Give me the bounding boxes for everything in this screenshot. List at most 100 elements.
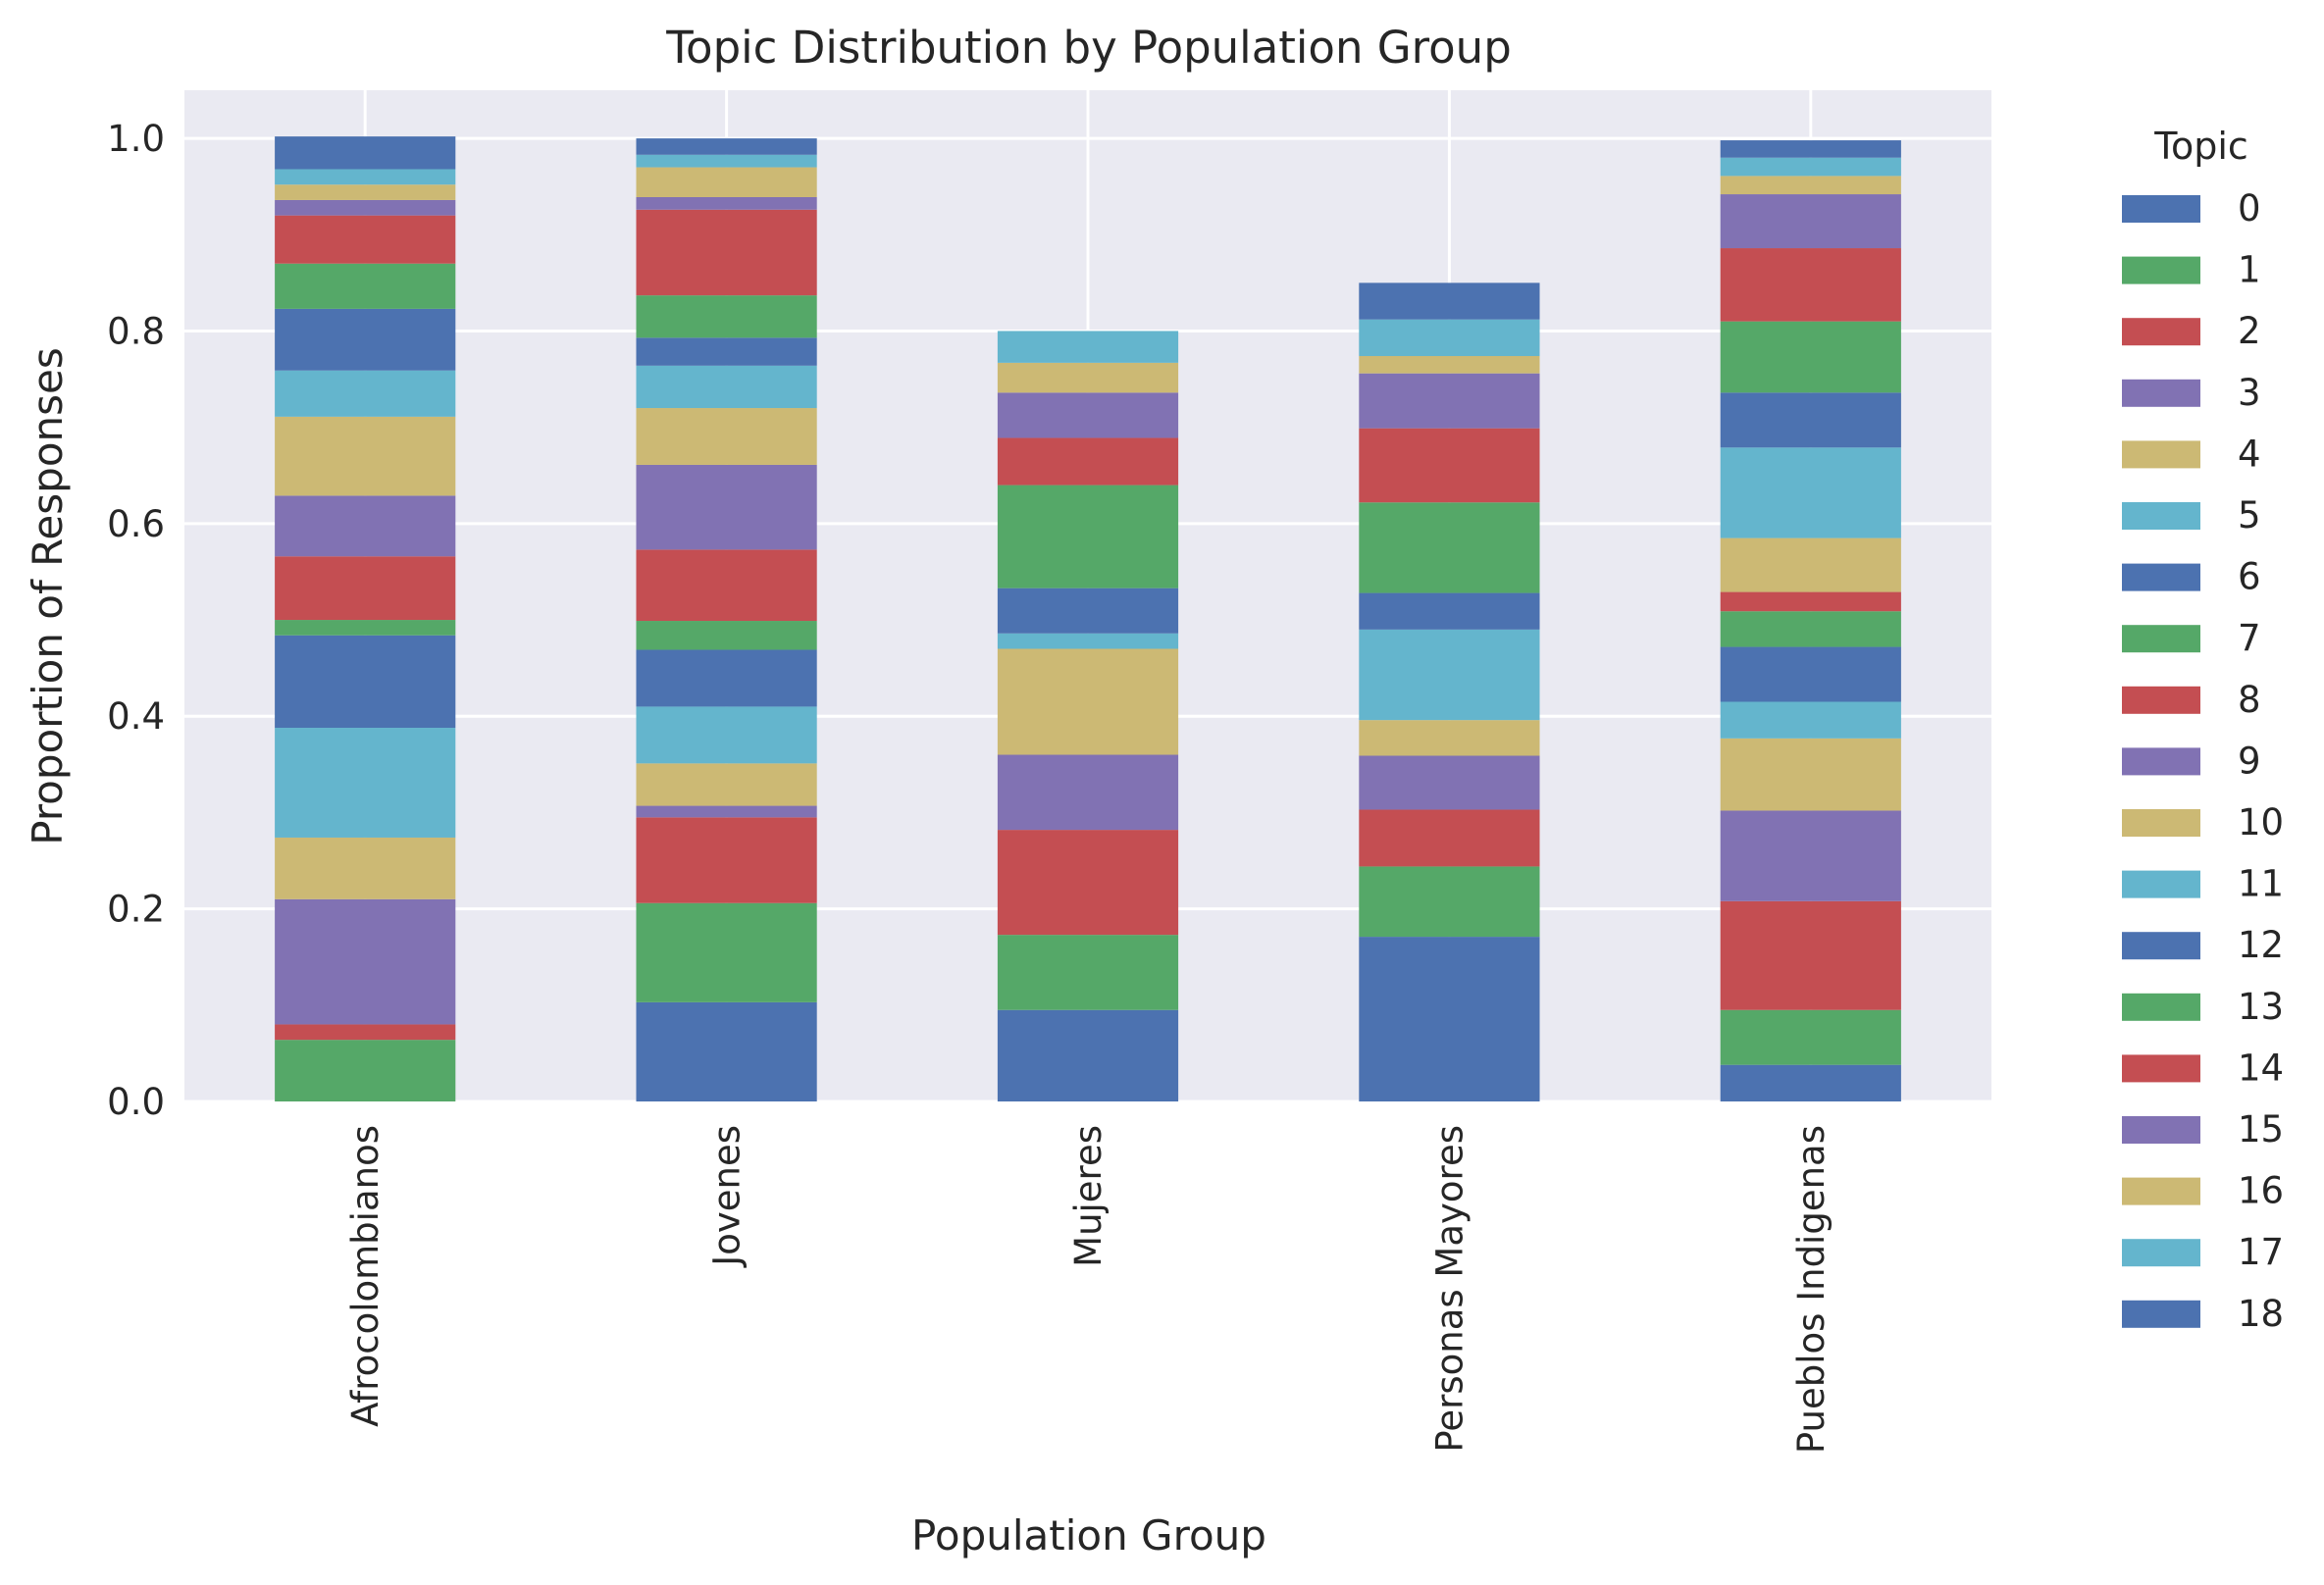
bar-segment-afrocolombianos-topic-5	[275, 728, 456, 838]
chart-title: Topic Distribution by Population Group	[665, 22, 1512, 74]
legend-label-2: 2	[2238, 310, 2261, 352]
bar-segment-pueblos-indigenas-topic-8	[1720, 591, 1901, 612]
legend-swatch-10	[2122, 809, 2200, 837]
bar-segment-afrocolombianos-topic-18	[275, 136, 456, 170]
bar-segment-afrocolombianos-topic-13	[275, 263, 456, 309]
bar-segment-personas-mayores-topic-15	[1359, 373, 1540, 429]
bar-segment-afrocolombianos-topic-15	[275, 199, 456, 216]
bar-segment-personas-mayores-topic-3	[1359, 755, 1540, 810]
legend-swatch-11	[2122, 870, 2200, 898]
bar-segment-afrocolombianos-topic-7	[275, 620, 456, 636]
legend-swatch-0	[2122, 195, 2200, 223]
bar-segment-jovenes-topic-15	[636, 196, 817, 210]
legend-label-4: 4	[2238, 433, 2261, 475]
bar-segment-afrocolombianos-topic-17	[275, 169, 456, 185]
bar-segment-pueblos-indigenas-topic-16	[1720, 176, 1901, 195]
bar-segment-mujeres-topic-14	[997, 437, 1179, 486]
bar-segment-jovenes-topic-2	[636, 817, 817, 903]
bar-segment-mujeres-topic-5	[997, 633, 1179, 649]
bar-segment-afrocolombianos-topic-16	[275, 184, 456, 200]
bar-segment-afrocolombianos-topic-6	[275, 635, 456, 729]
bar-segment-pueblos-indigenas-topic-13	[1720, 321, 1901, 393]
bar-segment-pueblos-indigenas-topic-4	[1720, 738, 1901, 811]
legend-label-16: 16	[2238, 1170, 2284, 1212]
bar-segment-mujeres-topic-0	[997, 1009, 1179, 1101]
bar-segment-personas-mayores-topic-14	[1359, 428, 1540, 503]
bar-segment-personas-mayores-topic-6	[1359, 592, 1540, 630]
bar-segment-pueblos-indigenas-topic-18	[1720, 140, 1901, 158]
bar-segment-jovenes-topic-16	[636, 167, 817, 197]
bar-segment-pueblos-indigenas-topic-17	[1720, 157, 1901, 177]
bar-segment-afrocolombianos-topic-1	[275, 1040, 456, 1101]
bar-segment-jovenes-topic-9	[636, 464, 817, 550]
bar-segment-pueblos-indigenas-topic-10	[1720, 537, 1901, 592]
x-axis-label: Population Group	[911, 1511, 1266, 1559]
bar-segment-personas-mayores-topic-18	[1359, 282, 1540, 320]
bar-segment-jovenes-topic-17	[636, 154, 817, 168]
bar-segment-pueblos-indigenas-topic-15	[1720, 194, 1901, 249]
bar-segment-pueblos-indigenas-topic-2	[1720, 900, 1901, 1010]
legend-swatch-2	[2122, 318, 2200, 346]
bar-segment-personas-mayores-topic-5	[1359, 629, 1540, 721]
bar-segment-mujeres-topic-6	[997, 588, 1179, 634]
legend-swatch-3	[2122, 379, 2200, 407]
legend-swatch-1	[2122, 256, 2200, 284]
y-axis-ticks: 0.0 0.2 0.4 0.6 0.8 1.0	[107, 118, 165, 1123]
bars-group	[275, 136, 1901, 1101]
bar-segment-mujeres-topic-2	[997, 830, 1179, 936]
bar-segment-pueblos-indigenas-topic-5	[1720, 701, 1901, 739]
legend-swatch-16	[2122, 1177, 2200, 1205]
bar-segment-jovenes-topic-5	[636, 706, 817, 764]
legend-swatch-15	[2122, 1116, 2200, 1144]
bar-segment-afrocolombianos-topic-8	[275, 556, 456, 621]
bar-segment-personas-mayores-topic-0	[1359, 937, 1540, 1101]
legend-label-12: 12	[2238, 924, 2284, 966]
legend-swatch-17	[2122, 1239, 2200, 1267]
bar-segment-afrocolombianos-topic-3	[275, 898, 456, 1025]
bar-segment-afrocolombianos-topic-10	[275, 416, 456, 496]
bar-segment-jovenes-topic-0	[636, 1001, 817, 1101]
bar-segment-mujeres-topic-17	[997, 331, 1179, 363]
bar-segment-jovenes-topic-7	[636, 621, 817, 650]
bar-segment-jovenes-topic-14	[636, 209, 817, 296]
legend-swatch-13	[2122, 993, 2200, 1021]
y-axis-label: Proportion of Responses	[24, 347, 72, 845]
legend-label-15: 15	[2238, 1108, 2284, 1150]
y-tick-label: 0.6	[107, 503, 165, 545]
legend-swatch-14	[2122, 1054, 2200, 1083]
legend-label-3: 3	[2238, 372, 2261, 414]
bar-segment-jovenes-topic-4	[636, 763, 817, 806]
legend-label-6: 6	[2238, 556, 2261, 598]
legend-label-7: 7	[2238, 617, 2261, 659]
bar-segment-pueblos-indigenas-topic-3	[1720, 810, 1901, 901]
legend-label-1: 1	[2238, 249, 2261, 291]
bar-segment-jovenes-topic-12	[636, 337, 817, 366]
legend-label-0: 0	[2238, 187, 2261, 230]
bar-segment-jovenes-topic-6	[636, 649, 817, 707]
bar-segment-personas-mayores-topic-13	[1359, 502, 1540, 593]
bar-segment-pueblos-indigenas-topic-7	[1720, 611, 1901, 647]
legend-swatch-8	[2122, 686, 2200, 714]
legend-label-5: 5	[2238, 494, 2261, 537]
x-tick-label: Afrocolombianos	[344, 1125, 387, 1427]
bar-segment-mujeres-topic-4	[997, 648, 1179, 755]
bar-segment-mujeres-topic-1	[997, 935, 1179, 1010]
legend-label-11: 11	[2238, 863, 2284, 905]
y-tick-label: 1.0	[107, 118, 165, 160]
legend-label-8: 8	[2238, 679, 2261, 721]
legend-label-18: 18	[2238, 1293, 2284, 1335]
bar-segment-afrocolombianos-topic-9	[275, 495, 456, 557]
bar-segment-afrocolombianos-topic-2	[275, 1024, 456, 1041]
y-tick-label: 0.4	[107, 695, 165, 738]
bar-segment-pueblos-indigenas-topic-14	[1720, 248, 1901, 322]
legend-swatch-12	[2122, 932, 2200, 960]
bar-segment-mujeres-topic-13	[997, 485, 1179, 588]
x-tick-label: Jovenes	[706, 1125, 749, 1268]
legend-swatch-18	[2122, 1300, 2200, 1328]
bar-segment-pueblos-indigenas-topic-6	[1720, 646, 1901, 702]
x-tick-label: Personas Mayores	[1428, 1125, 1471, 1453]
bar-segment-personas-mayores-topic-1	[1359, 866, 1540, 938]
x-tick-label: Pueblos Indigenas	[1790, 1125, 1833, 1454]
